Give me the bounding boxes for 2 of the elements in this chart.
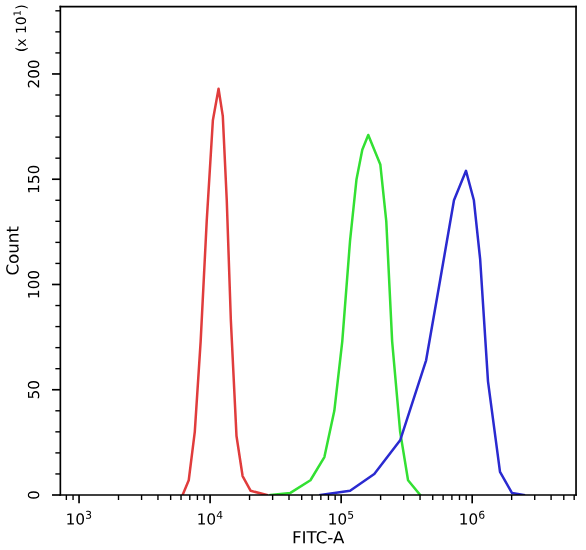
x-axis-title: FITC-A [293, 530, 345, 544]
y-axis-title: Count [6, 226, 19, 275]
